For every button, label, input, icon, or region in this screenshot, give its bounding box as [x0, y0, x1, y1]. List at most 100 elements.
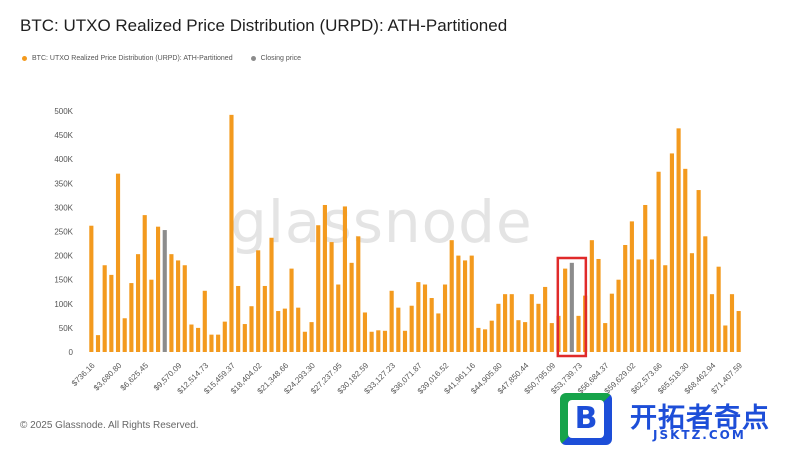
- urpd-bar[interactable]: [429, 298, 434, 352]
- urpd-bar[interactable]: [282, 308, 287, 352]
- closing-price-bar[interactable]: [569, 262, 574, 352]
- urpd-bar[interactable]: [483, 329, 488, 352]
- urpd-bar[interactable]: [469, 255, 474, 352]
- urpd-bar[interactable]: [202, 290, 207, 352]
- urpd-bar[interactable]: [156, 226, 161, 352]
- urpd-bar[interactable]: [576, 315, 581, 352]
- urpd-bar[interactable]: [242, 324, 247, 352]
- urpd-bar[interactable]: [563, 268, 568, 352]
- urpd-bar[interactable]: [422, 284, 428, 352]
- urpd-bar[interactable]: [256, 250, 261, 352]
- urpd-bar[interactable]: [523, 322, 528, 352]
- urpd-bar[interactable]: [723, 325, 728, 352]
- urpd-bar[interactable]: [656, 171, 661, 352]
- urpd-bar[interactable]: [276, 311, 281, 352]
- urpd-bar[interactable]: [269, 237, 274, 352]
- urpd-bar[interactable]: [442, 284, 448, 352]
- urpd-bar[interactable]: [509, 294, 514, 352]
- urpd-bar[interactable]: [449, 240, 454, 352]
- urpd-bar[interactable]: [122, 318, 127, 352]
- urpd-bar[interactable]: [709, 294, 715, 352]
- urpd-bar[interactable]: [456, 255, 461, 352]
- urpd-bar[interactable]: [629, 221, 634, 352]
- urpd-bar[interactable]: [589, 240, 594, 352]
- urpd-bar[interactable]: [296, 307, 301, 352]
- urpd-bar[interactable]: [503, 294, 508, 352]
- urpd-bar[interactable]: [289, 268, 294, 352]
- urpd-bar[interactable]: [149, 279, 154, 352]
- urpd-bar[interactable]: [649, 259, 654, 352]
- urpd-bar[interactable]: [703, 236, 708, 352]
- urpd-bar[interactable]: [616, 279, 621, 352]
- urpd-bar[interactable]: [369, 331, 374, 352]
- urpd-bar[interactable]: [182, 265, 187, 352]
- urpd-bar[interactable]: [596, 258, 601, 352]
- urpd-bar[interactable]: [416, 282, 421, 352]
- urpd-bar[interactable]: [729, 294, 735, 352]
- closing-price-bar[interactable]: [162, 230, 167, 352]
- urpd-bar[interactable]: [382, 330, 388, 352]
- urpd-bar[interactable]: [676, 128, 681, 352]
- urpd-bar[interactable]: [643, 204, 648, 352]
- urpd-bar[interactable]: [402, 330, 408, 352]
- urpd-bar[interactable]: [129, 283, 134, 352]
- urpd-bar[interactable]: [409, 305, 414, 352]
- urpd-bar[interactable]: [683, 168, 688, 352]
- urpd-bar[interactable]: [309, 322, 314, 352]
- urpd-bar[interactable]: [236, 285, 241, 352]
- urpd-bar[interactable]: [663, 265, 668, 352]
- urpd-bar[interactable]: [336, 284, 341, 352]
- urpd-bar[interactable]: [115, 173, 121, 352]
- urpd-bar[interactable]: [322, 204, 327, 352]
- urpd-bar[interactable]: [489, 320, 494, 352]
- urpd-bar[interactable]: [636, 259, 641, 352]
- urpd-bar[interactable]: [716, 266, 721, 352]
- urpd-bar[interactable]: [169, 254, 174, 352]
- urpd-bar[interactable]: [462, 260, 468, 352]
- urpd-bar[interactable]: [362, 312, 368, 352]
- urpd-bar[interactable]: [376, 330, 381, 352]
- urpd-bar[interactable]: [689, 253, 695, 352]
- urpd-bar[interactable]: [516, 320, 521, 352]
- urpd-bar[interactable]: [209, 334, 214, 352]
- urpd-bar[interactable]: [135, 254, 141, 352]
- urpd-bar[interactable]: [89, 225, 94, 352]
- urpd-bar[interactable]: [222, 321, 227, 352]
- urpd-bar[interactable]: [249, 306, 254, 352]
- x-tick-label: $6,625.45: [119, 361, 151, 393]
- urpd-bar[interactable]: [196, 327, 201, 352]
- urpd-bar[interactable]: [329, 242, 334, 352]
- urpd-bar[interactable]: [316, 225, 321, 352]
- urpd-bar[interactable]: [623, 244, 628, 352]
- urpd-bar[interactable]: [95, 335, 101, 352]
- urpd-bar[interactable]: [536, 303, 541, 352]
- urpd-bar[interactable]: [109, 274, 114, 352]
- urpd-bar[interactable]: [229, 114, 234, 352]
- legend-item-closing[interactable]: Closing price: [250, 55, 301, 62]
- urpd-bar[interactable]: [342, 206, 347, 352]
- legend-item-urpd[interactable]: BTC: UTXO Realized Price Distribution (U…: [22, 55, 233, 62]
- urpd-bar[interactable]: [302, 331, 307, 352]
- urpd-bar[interactable]: [436, 313, 441, 352]
- urpd-bar[interactable]: [549, 323, 554, 352]
- urpd-bar[interactable]: [142, 215, 147, 352]
- urpd-bar[interactable]: [529, 294, 534, 352]
- urpd-bar[interactable]: [476, 327, 481, 352]
- urpd-bar[interactable]: [389, 290, 394, 352]
- urpd-bar[interactable]: [543, 286, 548, 352]
- urpd-bar[interactable]: [496, 303, 501, 352]
- urpd-bar[interactable]: [609, 293, 614, 352]
- urpd-bar[interactable]: [356, 236, 361, 352]
- urpd-bar[interactable]: [262, 285, 267, 352]
- urpd-bar[interactable]: [216, 334, 221, 352]
- urpd-bar[interactable]: [349, 262, 354, 352]
- urpd-bar[interactable]: [102, 265, 107, 352]
- urpd-bar[interactable]: [603, 323, 608, 352]
- urpd-bar[interactable]: [736, 311, 741, 352]
- urpd-bar[interactable]: [189, 324, 194, 352]
- urpd-bar[interactable]: [396, 307, 401, 352]
- urpd-bar[interactable]: [176, 260, 181, 352]
- urpd-bar[interactable]: [669, 153, 674, 352]
- urpd-bar[interactable]: [696, 190, 701, 352]
